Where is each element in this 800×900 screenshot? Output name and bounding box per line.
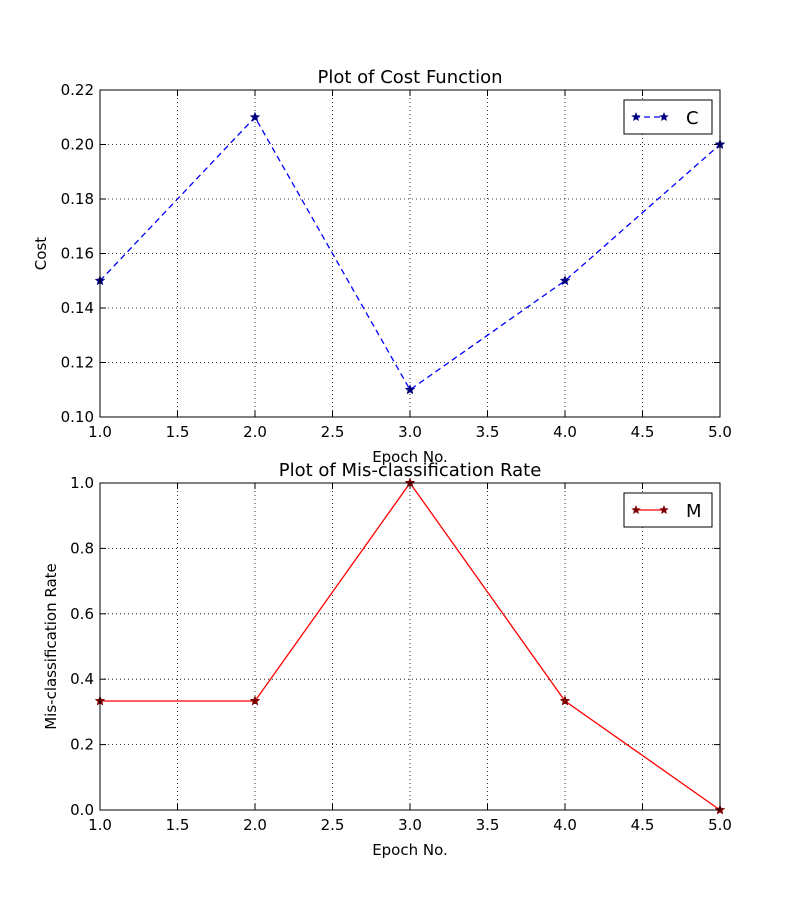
plot-frame: [99, 482, 721, 811]
legend-marker: [659, 112, 669, 122]
plot-area: [100, 483, 720, 810]
x-tick-label: 4.5: [631, 423, 655, 441]
legend-box: [623, 492, 713, 528]
chart-title: Plot of Cost Function: [317, 67, 502, 88]
y-tick-label: 0.12: [61, 354, 94, 372]
y-tick-label: 0.2: [70, 736, 94, 754]
x-tick-label: 5.0: [708, 816, 732, 834]
y-tick-label: 0.8: [70, 539, 94, 557]
y-tick-label: 0.14: [61, 299, 94, 317]
legend-label: M: [686, 501, 702, 522]
y-tick-label: 0.20: [61, 136, 94, 154]
plot-frame: [99, 89, 721, 418]
x-axis-label: Epoch No.: [372, 841, 448, 859]
x-tick-label: 5.0: [708, 423, 732, 441]
x-tick-label: 3.5: [476, 423, 500, 441]
y-tick-label: 0.16: [61, 245, 94, 263]
legend-marker: [631, 505, 641, 515]
x-tick-label: 2.5: [321, 423, 345, 441]
series-line-C: [99, 116, 721, 391]
legend: M: [623, 492, 713, 528]
x-tick-label: 3.5: [476, 816, 500, 834]
legend-marker: [659, 505, 669, 515]
data-point-marker: [559, 695, 571, 706]
x-axis-label: Epoch No.: [372, 448, 448, 466]
x-tick-label: 1.5: [166, 423, 190, 441]
y-tick-label: 0.10: [61, 408, 94, 426]
x-tick-label: 3.0: [398, 423, 422, 441]
y-axis-label: Cost: [32, 237, 50, 270]
x-tick-label: 3.0: [398, 816, 422, 834]
data-point-marker: [249, 695, 261, 706]
y-tick-label: 1.0: [70, 474, 94, 492]
data-point-marker: [249, 111, 261, 122]
x-tick-label: 2.0: [243, 816, 267, 834]
legend: C: [623, 99, 713, 135]
x-tick-label: 4.0: [553, 423, 577, 441]
y-tick-label: 0.0: [70, 801, 94, 819]
data-point-marker: [404, 384, 416, 395]
y-tick-label: 0.22: [61, 81, 94, 99]
y-tick-label: 0.6: [70, 605, 94, 623]
y-tick-label: 0.4: [70, 670, 94, 688]
y-tick-label: 0.18: [61, 190, 94, 208]
legend-marker: [631, 112, 641, 122]
x-tick-label: 2.5: [321, 816, 345, 834]
subplot-2: 1.0 1.5 2.0 2.5 3.0 3.5 4.0 4.5 5.0 0.0 0.2 0.4 0.6 0…: [42, 460, 732, 859]
x-tick-label: 1.5: [166, 816, 190, 834]
legend-label: C: [686, 108, 699, 129]
y-axis-label: Mis-classification Rate: [42, 563, 60, 730]
x-tick-label: 2.0: [243, 423, 267, 441]
chart-title: Plot of Mis-classification Rate: [279, 460, 542, 481]
x-tick-label: 4.0: [553, 816, 577, 834]
x-tick-label: 1.0: [88, 816, 112, 834]
x-tick-label: 1.0: [88, 423, 112, 441]
subplot-1: 1.0 1.5 2.0 2.5 3.0 3.5 4.0 4.5 5.0 0.10 0.12 0.14 0…: [32, 67, 732, 466]
x-tick-label: 4.5: [631, 816, 655, 834]
data-point-marker: [559, 275, 571, 286]
